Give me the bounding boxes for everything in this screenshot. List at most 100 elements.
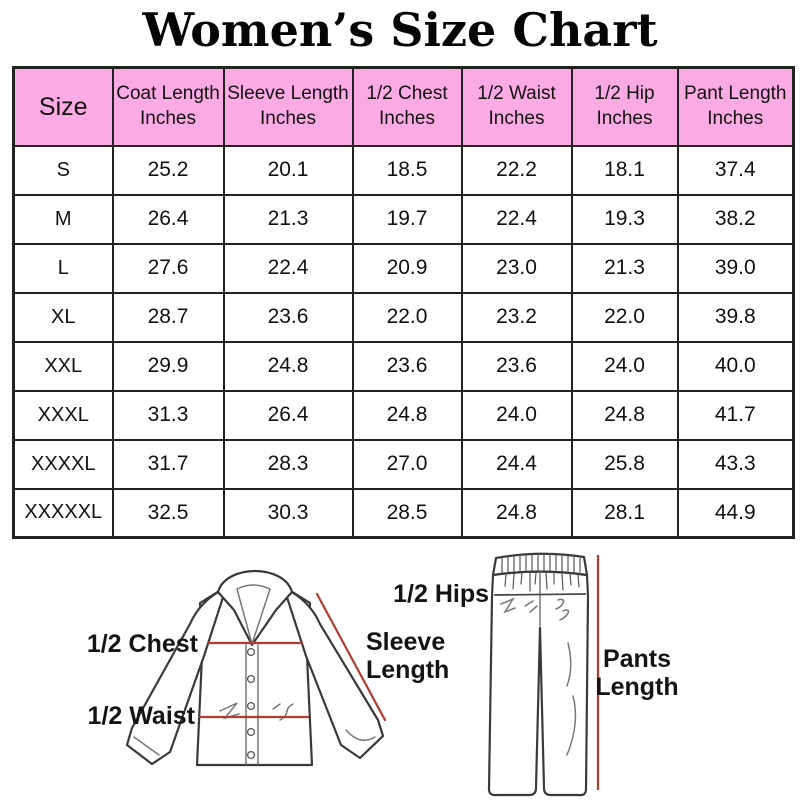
shirt-left-sleeve bbox=[125, 586, 228, 766]
cell-hip: 19.3 bbox=[570, 193, 679, 245]
cell-chest: 18.5 bbox=[351, 144, 463, 196]
header-row: Size Coat Length Inches Sleeve Length In… bbox=[12, 66, 795, 147]
shirt-right-sleeve bbox=[282, 586, 385, 760]
pants-length-line2: Length bbox=[595, 673, 679, 701]
cell-coat: 31.7 bbox=[111, 438, 225, 490]
header-unit: Inches bbox=[707, 107, 764, 129]
cell-size: XXXXL bbox=[12, 438, 114, 490]
collar-inner-left bbox=[236, 588, 253, 645]
sleeve-length-label: Sleeve Length bbox=[366, 628, 449, 684]
waistband-hatching bbox=[501, 553, 581, 574]
cell-pant: 43.3 bbox=[676, 438, 795, 490]
cell-size: L bbox=[12, 242, 114, 294]
cell-coat: 25.2 bbox=[111, 144, 225, 196]
table-row: XXXXXL 32.5 30.3 28.5 24.8 28.1 44.9 bbox=[12, 487, 795, 539]
cell-chest: 27.0 bbox=[351, 438, 463, 490]
collar-inner-right bbox=[251, 588, 271, 645]
table-row: XXXL 31.3 26.4 24.8 24.0 24.8 41.7 bbox=[12, 389, 795, 441]
cell-chest: 24.8 bbox=[351, 389, 463, 441]
header-half-chest: 1/2 Chest Inches bbox=[351, 66, 463, 147]
cell-pant: 41.7 bbox=[676, 389, 795, 441]
cell-pant: 37.4 bbox=[676, 144, 795, 196]
cell-sleeve: 28.3 bbox=[222, 438, 354, 490]
cell-coat: 32.5 bbox=[111, 487, 225, 539]
pajama-top-drawing bbox=[125, 570, 387, 767]
sleeve-length-line1: Sleeve bbox=[366, 628, 446, 656]
cell-waist: 23.6 bbox=[460, 340, 573, 392]
pants-length-label: Pants Length bbox=[591, 645, 683, 701]
pants-drawing bbox=[487, 552, 600, 797]
pants-length-line1: Pants bbox=[602, 645, 672, 673]
sleeve-measure-line bbox=[315, 592, 387, 722]
button bbox=[246, 750, 256, 760]
hips-measure-line bbox=[493, 593, 587, 596]
header-label: Coat Length bbox=[116, 83, 220, 105]
collar-inner-line bbox=[236, 584, 271, 590]
table-row: XXL 29.9 24.8 23.6 23.6 24.0 40.0 bbox=[12, 340, 795, 392]
cell-hip: 28.1 bbox=[570, 487, 679, 539]
header-unit: Inches bbox=[140, 107, 196, 129]
header-coat-length: Coat Length Inches bbox=[111, 66, 225, 147]
sleeve-length-line2: Length bbox=[366, 656, 450, 684]
waistband-gathers bbox=[504, 572, 580, 592]
table-row: M 26.4 21.3 19.7 22.4 19.3 38.2 bbox=[12, 193, 795, 245]
cell-coat: 29.9 bbox=[111, 340, 225, 392]
table-row: S 25.2 20.1 18.5 22.2 18.1 37.4 bbox=[12, 144, 795, 196]
header-half-hip: 1/2 Hip Inches bbox=[570, 66, 679, 147]
leg-wrinkle-upper bbox=[566, 642, 572, 687]
cell-pant: 38.2 bbox=[676, 193, 795, 245]
cell-sleeve: 23.6 bbox=[222, 291, 354, 343]
cell-waist: 24.8 bbox=[460, 487, 573, 539]
table-row: XXXXL 31.7 28.3 27.0 24.4 25.8 43.3 bbox=[12, 438, 795, 490]
cell-sleeve: 24.8 bbox=[222, 340, 354, 392]
cell-hip: 22.0 bbox=[570, 291, 679, 343]
cell-pant: 39.8 bbox=[676, 291, 795, 343]
hip-squiggle-left bbox=[500, 597, 516, 614]
cell-waist: 22.2 bbox=[460, 144, 573, 196]
button bbox=[246, 727, 256, 737]
cell-pant: 44.9 bbox=[676, 487, 795, 539]
cell-hip: 25.8 bbox=[570, 438, 679, 490]
cell-chest: 22.0 bbox=[351, 291, 463, 343]
cell-sleeve: 20.1 bbox=[222, 144, 354, 196]
cell-sleeve: 21.3 bbox=[222, 193, 354, 245]
half-waist-label: 1/2 Waist bbox=[87, 702, 195, 730]
cell-sleeve: 26.4 bbox=[222, 389, 354, 441]
header-unit: Inches bbox=[596, 107, 653, 129]
hip-squiggle-right bbox=[555, 598, 570, 621]
cell-coat: 27.6 bbox=[111, 242, 225, 294]
cell-hip: 24.8 bbox=[570, 389, 679, 441]
cell-waist: 23.0 bbox=[460, 242, 573, 294]
cell-coat: 28.7 bbox=[111, 291, 225, 343]
cell-sleeve: 30.3 bbox=[222, 487, 354, 539]
cell-size: XXL bbox=[12, 340, 114, 392]
cell-waist: 23.2 bbox=[460, 291, 573, 343]
left-cuff-line bbox=[133, 736, 160, 756]
header-label: Sleeve Length bbox=[227, 83, 349, 105]
cell-coat: 26.4 bbox=[111, 193, 225, 245]
cell-size: XXXL bbox=[12, 389, 114, 441]
cell-sleeve: 22.4 bbox=[222, 242, 354, 294]
cell-size: S bbox=[12, 144, 114, 196]
cell-waist: 24.0 bbox=[460, 389, 573, 441]
header-half-waist: 1/2 Waist Inches bbox=[460, 66, 573, 147]
header-label: 1/2 Hip bbox=[594, 83, 655, 105]
waist-tick-right bbox=[272, 703, 281, 710]
hip-squiggle-center bbox=[524, 600, 538, 613]
cell-chest: 19.7 bbox=[351, 193, 463, 245]
cell-size: M bbox=[12, 193, 114, 245]
size-table: Size Coat Length Inches Sleeve Length In… bbox=[12, 66, 795, 539]
size-table-body: S 25.2 20.1 18.5 22.2 18.1 37.4 M 26.4 2… bbox=[12, 144, 795, 539]
cell-hip: 21.3 bbox=[570, 242, 679, 294]
right-cuff-line bbox=[345, 729, 376, 741]
header-label: 1/2 Waist bbox=[477, 83, 556, 105]
cell-chest: 28.5 bbox=[351, 487, 463, 539]
cell-waist: 22.4 bbox=[460, 193, 573, 245]
button bbox=[246, 674, 256, 684]
table-row: L 27.6 22.4 20.9 23.0 21.3 39.0 bbox=[12, 242, 795, 294]
cell-chest: 20.9 bbox=[351, 242, 463, 294]
button bbox=[246, 647, 256, 657]
header-sleeve-length: Sleeve Length Inches bbox=[222, 66, 354, 147]
cell-hip: 18.1 bbox=[570, 144, 679, 196]
